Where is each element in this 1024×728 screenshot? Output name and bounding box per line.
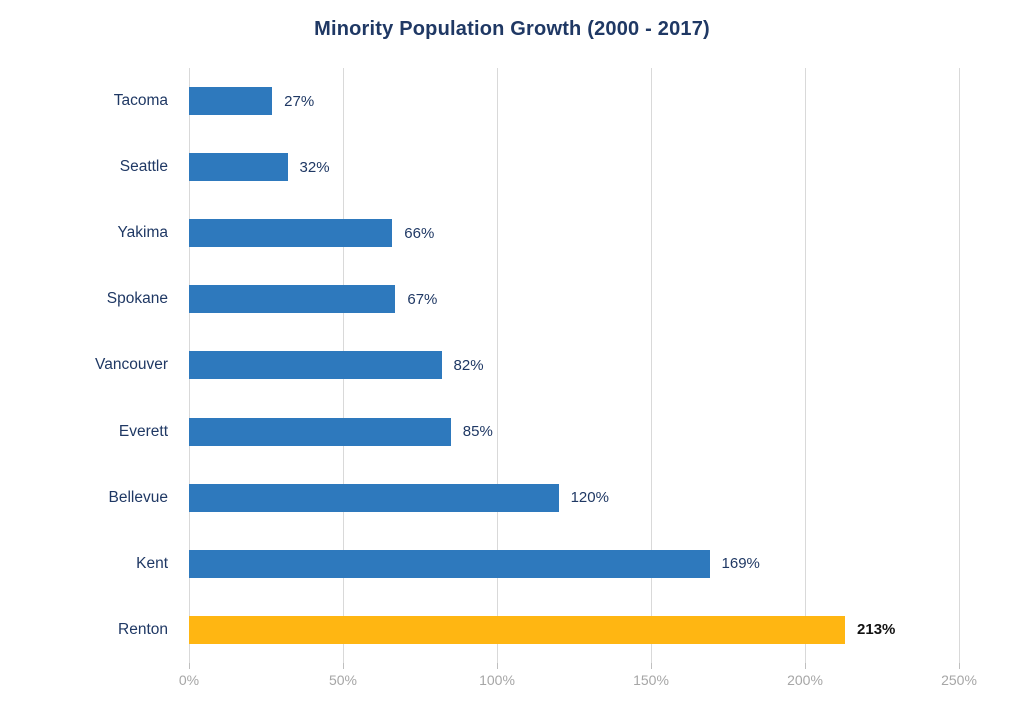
bar-row: Renton 213% — [118, 597, 959, 663]
bars-layer: Tacoma 27% Seattle 32% Yakima 66% Spokane 67% Va… — [95, 68, 959, 663]
grid-line — [805, 68, 806, 663]
category-label: Vancouver — [95, 356, 168, 374]
value-label: 85% — [462, 423, 493, 441]
bar — [189, 483, 559, 512]
value-label: 32% — [299, 158, 330, 176]
category-label: Seattle — [119, 158, 168, 176]
bar — [189, 87, 273, 116]
x-tick-label: 200% — [787, 672, 823, 688]
bar-row: Vancouver 82% — [95, 332, 959, 398]
axis-tick-mark — [651, 663, 652, 669]
grid-line — [651, 68, 652, 663]
bar — [189, 285, 396, 314]
category-label: Everett — [118, 422, 168, 440]
x-axis: 0% 50% 100% 150% 200% 250% — [179, 672, 977, 694]
category-label: Yakima — [117, 224, 168, 242]
axis-tick-mark — [343, 663, 344, 669]
axis-tick-mark — [805, 663, 806, 669]
x-tick-label: 150% — [633, 672, 669, 688]
category-label: Tacoma — [113, 92, 168, 110]
bar-row: Seattle 32% — [120, 134, 959, 200]
axis-tick-mark — [497, 663, 498, 669]
x-tick-label: 250% — [941, 672, 977, 688]
bar-highlight — [189, 615, 846, 644]
bar — [189, 417, 451, 446]
bar-row: Kent 169% — [136, 531, 959, 597]
category-label: Kent — [136, 554, 168, 572]
value-label: 213% — [857, 621, 896, 639]
value-label: 67% — [407, 290, 438, 308]
category-label: Renton — [118, 620, 168, 638]
bar — [189, 351, 442, 380]
x-tick-label: 0% — [178, 672, 200, 688]
chart-title: Minority Population Growth (2000 - 2017) — [314, 18, 710, 40]
bar — [189, 153, 288, 182]
bar-row: Bellevue 120% — [109, 465, 959, 531]
bar — [189, 219, 393, 248]
value-label: 82% — [453, 356, 484, 374]
axis-tick-mark — [189, 663, 190, 669]
bar-row: Everett 85% — [119, 399, 959, 465]
category-label: Spokane — [106, 290, 168, 308]
value-label: 27% — [284, 92, 315, 110]
axis-tick-mark — [959, 663, 960, 669]
bar-row: Spokane 67% — [107, 266, 959, 332]
x-tick-label: 100% — [479, 672, 515, 688]
grid-line — [959, 68, 960, 663]
plot-area: Tacoma 27% Seattle 32% Yakima 66% Spokane 67% Va… — [95, 68, 960, 669]
grid-line — [497, 68, 498, 663]
bar-row: Tacoma 27% — [114, 68, 959, 134]
x-tick-label: 50% — [328, 672, 358, 688]
value-label: 169% — [721, 555, 760, 573]
category-label: Bellevue — [108, 488, 168, 506]
value-label: 120% — [570, 489, 609, 507]
bar — [189, 549, 710, 578]
bar-row: Yakima 66% — [117, 200, 959, 266]
value-label: 66% — [404, 224, 435, 242]
